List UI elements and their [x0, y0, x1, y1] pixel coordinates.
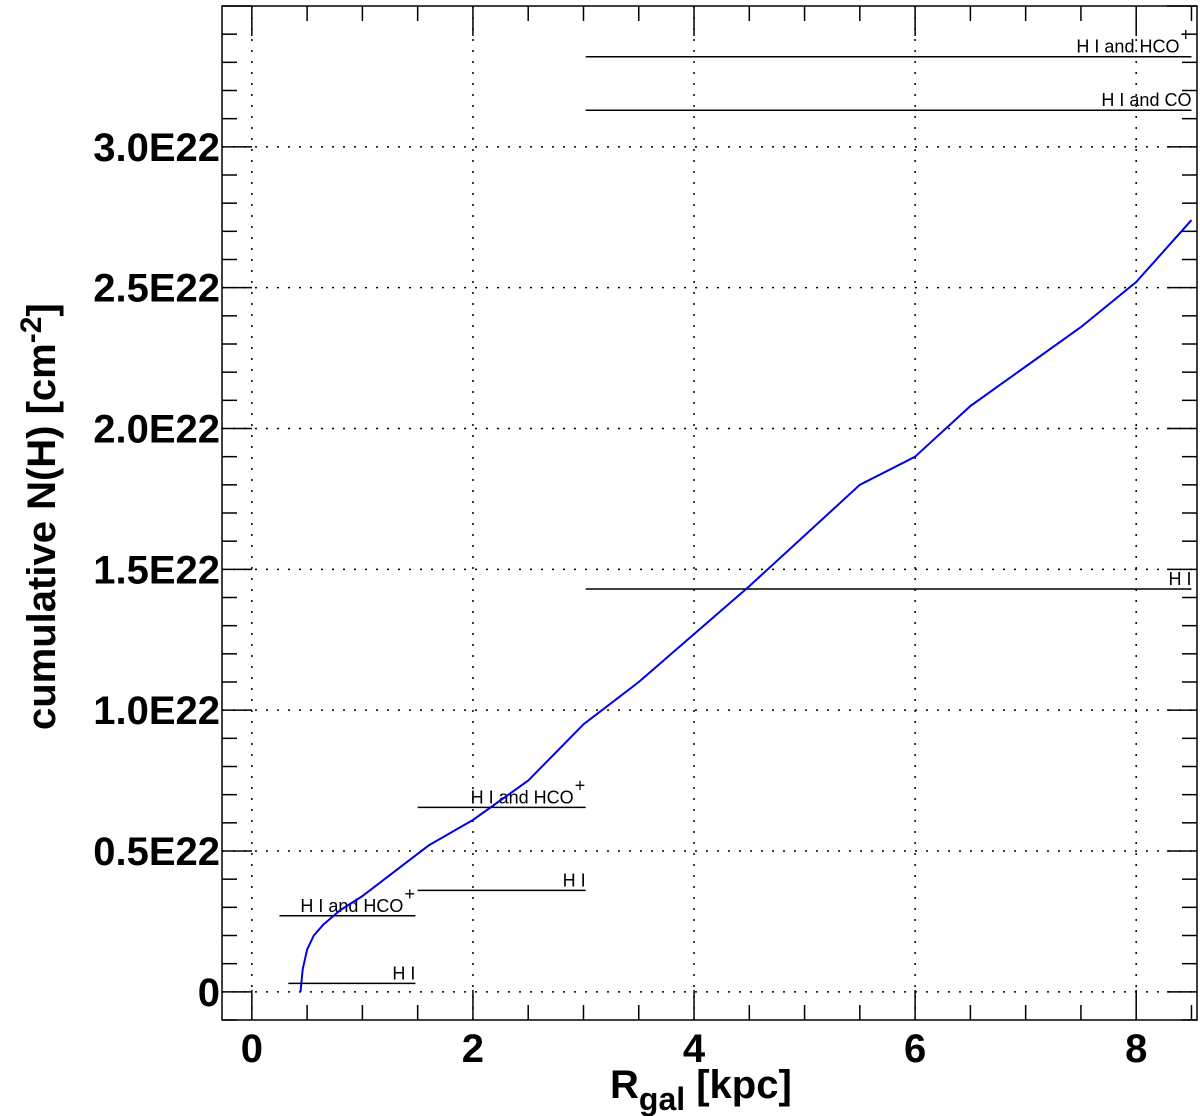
x-tick-label: 4 [683, 1027, 706, 1071]
grid-lines [222, 6, 1197, 1020]
annotation-superscript: + [575, 775, 586, 795]
annotations: H IH I and HCO+H IH I and HCO+H IH I and… [279, 25, 1192, 985]
x-tick-label: 0 [241, 1027, 263, 1071]
x-tick-label: 8 [1125, 1027, 1147, 1071]
x-axis-title: Rgal [kpc] [610, 1063, 792, 1116]
annotation-label: H I and HCO [300, 896, 403, 916]
x-axis-title-subscript: gal [639, 1081, 685, 1116]
y-tick-label: 3.0E22 [93, 126, 220, 170]
y-axis-title-close: ] [20, 303, 64, 316]
annotation-label: H I and HCO [471, 787, 574, 807]
y-tick-label: 1.5E22 [93, 548, 220, 592]
x-tick-label: 2 [462, 1027, 484, 1071]
annotation-label: H I [392, 963, 415, 983]
axis-ticks [222, 5, 1197, 1021]
x-axis-title-main: R [610, 1063, 639, 1107]
y-tick-label: 1.0E22 [93, 689, 220, 733]
annotation-label: H I [563, 870, 586, 890]
x-tick-label: 6 [904, 1027, 926, 1071]
plot-frame [221, 5, 1198, 1021]
annotation-label: H I [1168, 569, 1191, 589]
y-tick-label: 2.0E22 [93, 408, 220, 452]
annotation-superscript: + [1180, 25, 1191, 45]
x-axis-title-unit: [kpc] [685, 1063, 792, 1107]
annotation-label: H I and HCO [1076, 37, 1179, 57]
y-tick-label: 2.5E22 [93, 267, 220, 311]
annotation-superscript: + [404, 884, 415, 904]
y-axis-title-main: cumulative N(H) [cm [20, 343, 64, 730]
series-lines [299, 219, 1193, 992]
tick-labels: 0 2 4 6 8 0 0.5E22 1.0E22 1.5E22 2.0E22 2.5E22 3.0E… [93, 126, 1147, 1071]
y-tick-label: 0.5E22 [93, 830, 220, 874]
y-axis-title: cumulative N(H) [cm-2] [15, 303, 64, 730]
y-tick-label: 0 [198, 971, 220, 1015]
y-axis-title-superscript: -2 [15, 317, 48, 344]
series-line [299, 219, 1193, 992]
annotation-label: H I and CO [1101, 90, 1191, 110]
